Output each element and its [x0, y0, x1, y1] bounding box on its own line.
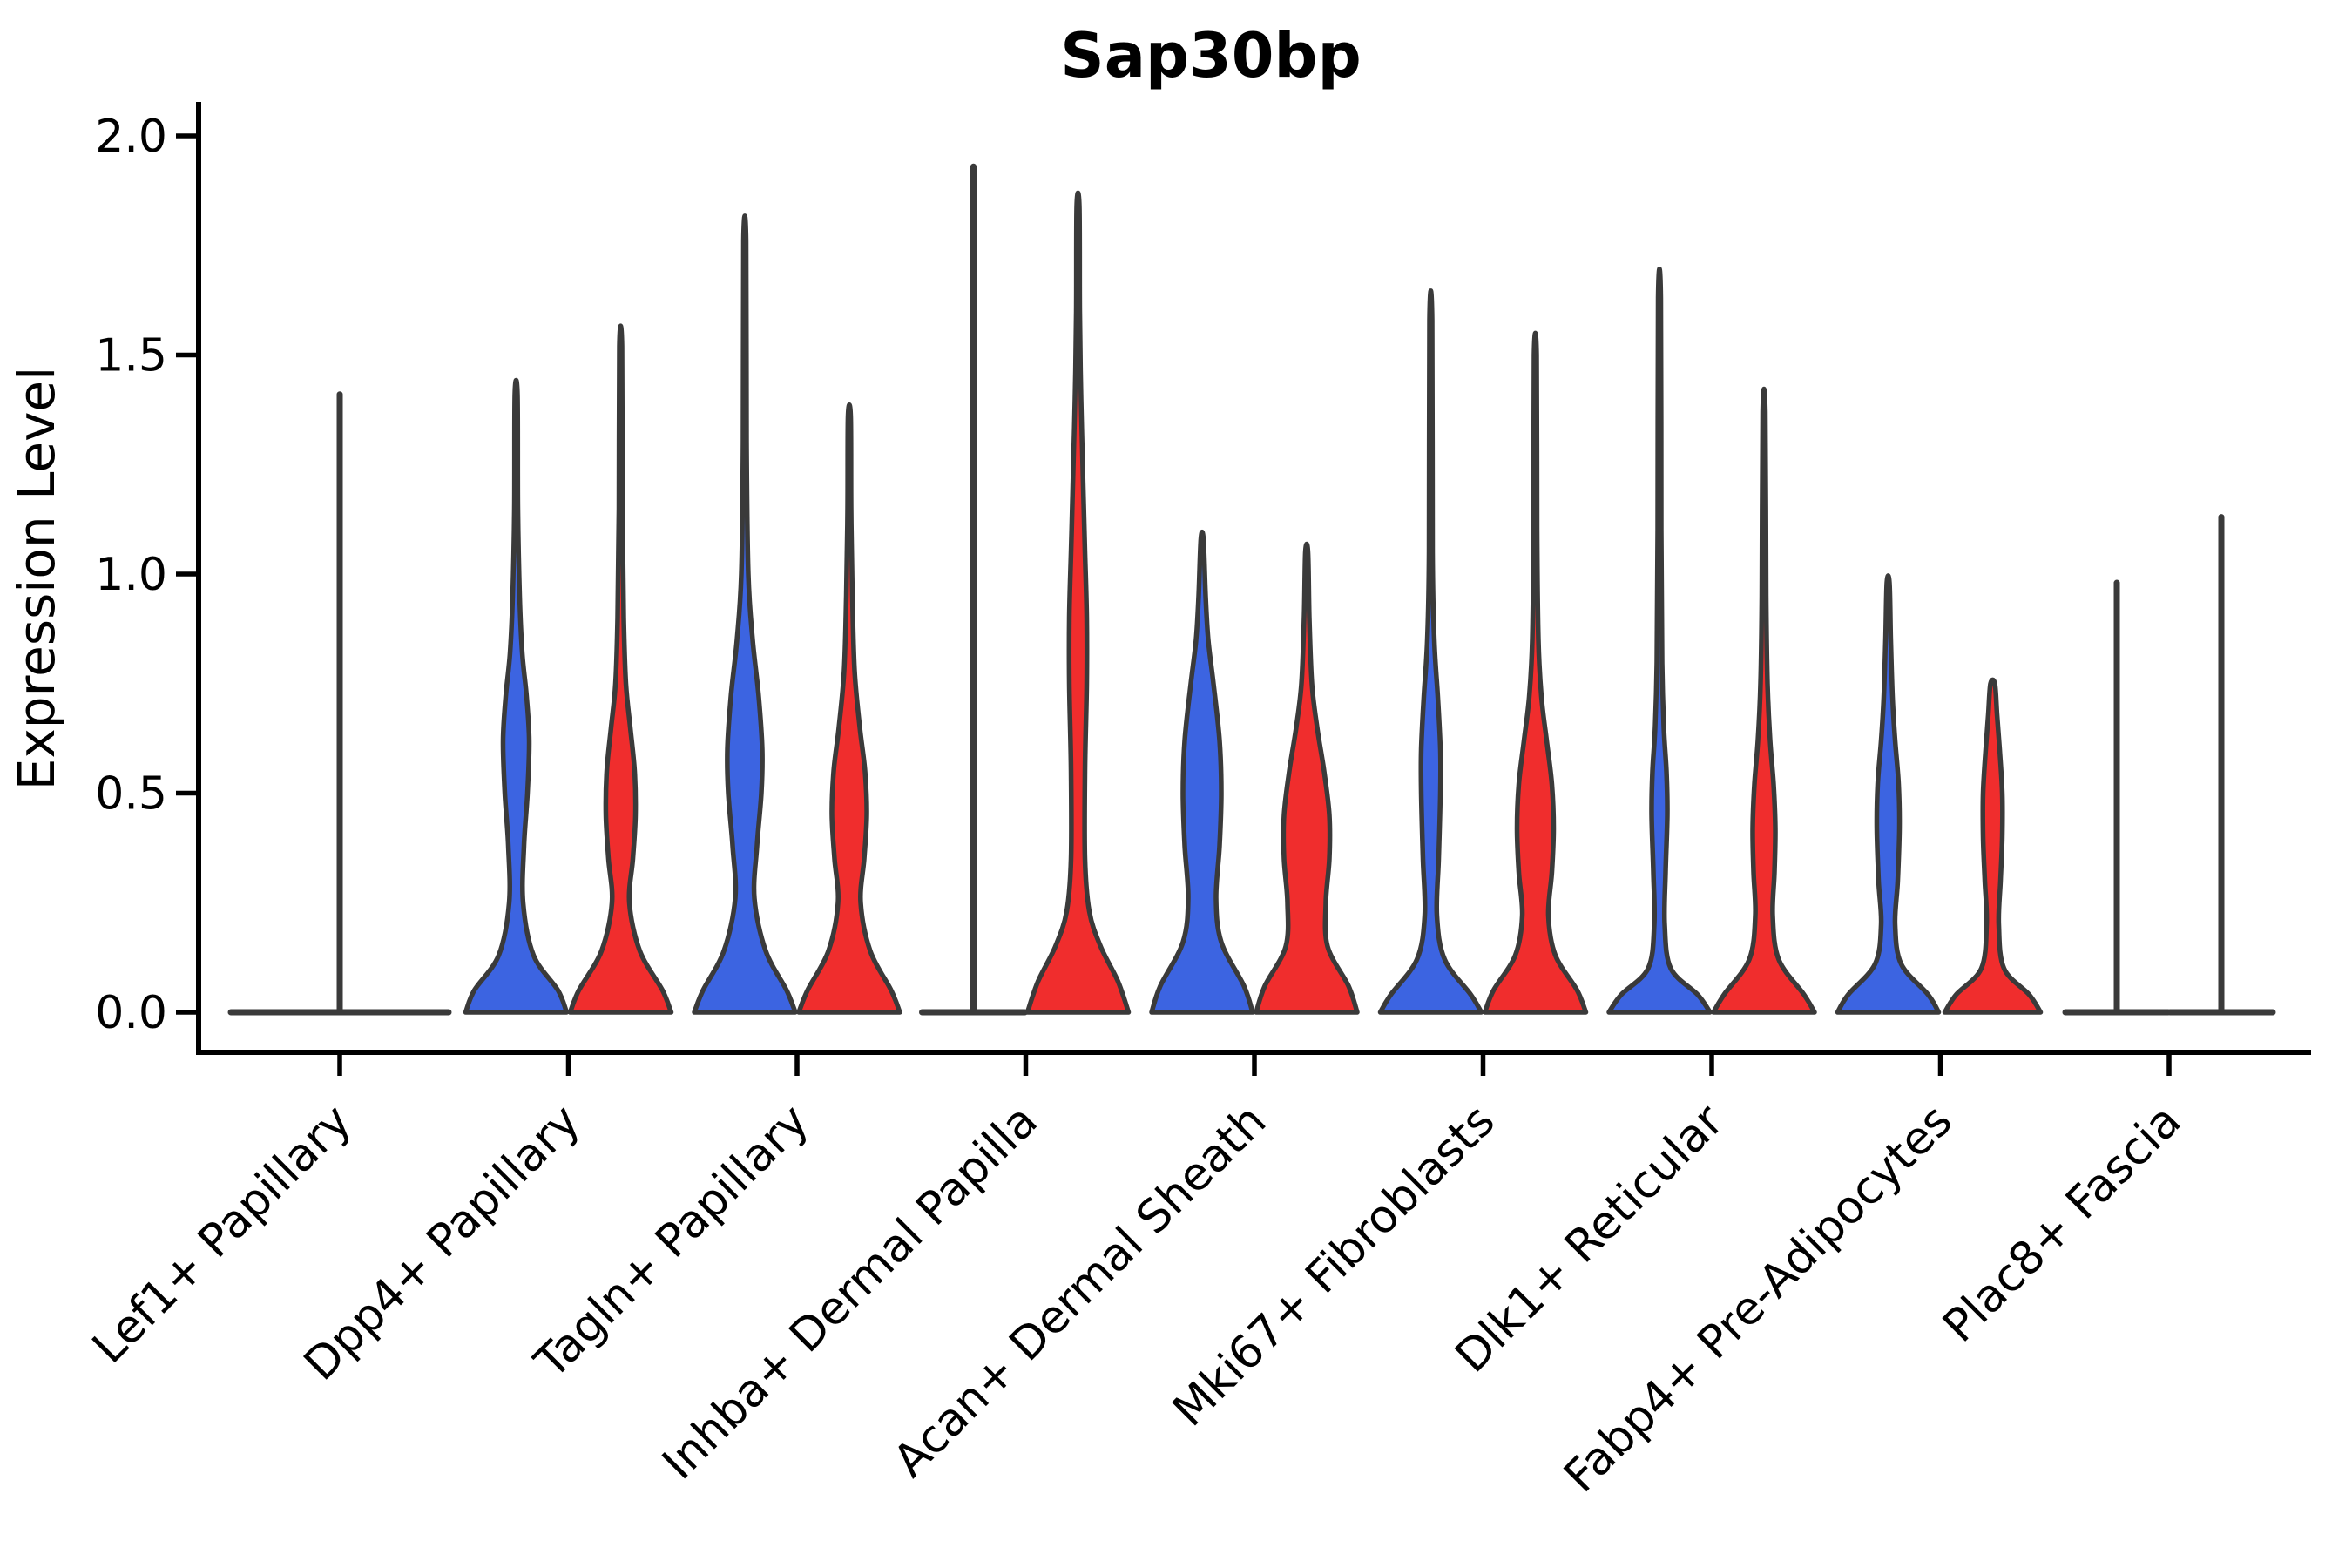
x-category-label: Acan+ Dermal Sheath [884, 1095, 1277, 1488]
violin-blue [1149, 529, 1255, 1015]
violin-blue [1606, 267, 1713, 1015]
violin-blue [463, 377, 570, 1015]
violin-red [1024, 190, 1132, 1015]
y-axis-ticks: 0.0 0.5 1.0 1.5 2.0 [95, 111, 199, 1039]
y-tick-label: 0.5 [95, 768, 167, 821]
violin-red [796, 402, 902, 1015]
violin-blue [1377, 288, 1484, 1015]
y-axis-label: Expression Level [7, 367, 66, 790]
x-category-label: Inhba+ Dermal Papilla [652, 1095, 1047, 1490]
x-category-label: Fabp4+ Pre-Adipocytes [1554, 1095, 1962, 1503]
violin-glyphs [227, 163, 2276, 1016]
violin-red [1711, 387, 1817, 1015]
chart-title: Sap30bp [1060, 20, 1361, 91]
y-tick-label: 1.0 [95, 549, 167, 601]
y-tick-label: 2.0 [95, 111, 167, 163]
y-tick-label: 0.0 [95, 987, 167, 1039]
x-category-label: Plac8+ Fascia [1933, 1095, 2191, 1353]
violin-red [1482, 330, 1589, 1015]
violin-red [1942, 677, 2044, 1015]
y-tick-label: 1.5 [95, 330, 167, 382]
violin-red [1254, 541, 1360, 1015]
violin-blue [1835, 573, 1942, 1015]
violin-red [567, 323, 674, 1015]
violin-blue [692, 213, 798, 1015]
